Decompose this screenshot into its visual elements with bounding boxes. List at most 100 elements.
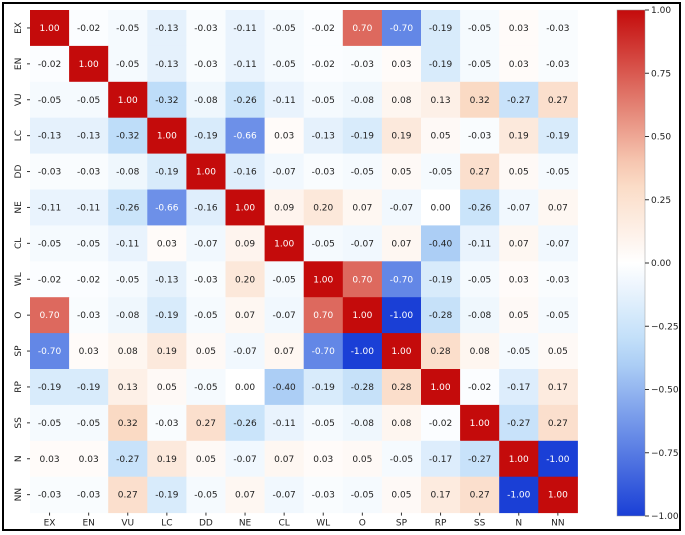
cell-value-label: 1.00	[196, 168, 216, 178]
heatmap-cell-CL-DD	[186, 225, 226, 262]
cell-value-label: -0.05	[116, 275, 139, 285]
cell-value-label: 0.19	[391, 132, 411, 142]
cell-value-label: 0.07	[548, 203, 568, 213]
cell-value-label: -0.11	[38, 203, 61, 213]
heatmap-cell-RP-WL	[303, 369, 344, 406]
cell-value-label: -0.03	[546, 24, 569, 34]
y-tick-label-SS: SS	[14, 417, 24, 429]
heatmap-cell-NE-LC	[147, 189, 187, 226]
heatmap-cell-LC-VU	[108, 117, 148, 155]
heatmap-cell-NE-NE	[225, 189, 266, 226]
cell-value-label: -0.02	[38, 60, 61, 70]
cell-value-label: 0.05	[509, 168, 529, 178]
y-tick-label-LC: LC	[14, 130, 24, 141]
cell-value-label: -0.13	[312, 132, 335, 142]
heatmap-cell-EN-WL	[303, 45, 344, 83]
cell-value-label: -0.08	[194, 96, 218, 106]
x-tick-label-VU: VU	[121, 519, 134, 529]
cell-value-label: -0.32	[155, 96, 178, 106]
cell-value-label: 0.13	[118, 383, 138, 393]
cell-value-label: -0.19	[155, 491, 179, 501]
heatmap-cell-LC-EN	[69, 117, 109, 155]
heatmap-cell-RP-NE	[225, 369, 266, 406]
cell-value-label: -0.13	[77, 132, 100, 142]
cell-value-label: 0.07	[274, 347, 294, 357]
x-tick-label-CL: CL	[278, 519, 289, 529]
y-tick-label-O: O	[14, 312, 24, 319]
heatmap-cell-VU-NE	[225, 81, 266, 119]
heatmap-cell-NN-DD	[186, 476, 226, 514]
cell-value-label: -0.05	[468, 60, 491, 70]
colorbar-tick-label: 0.75	[651, 69, 671, 79]
heatmap-cell-DD-NN	[538, 153, 578, 190]
heatmap-cell-SP-LC	[147, 333, 187, 370]
cell-value-label: -0.03	[312, 168, 335, 178]
cell-value-label: -0.05	[194, 491, 217, 501]
cell-value-label: 0.07	[352, 203, 372, 213]
heatmap-cell-VU-N	[499, 81, 539, 119]
heatmap-cell-NN-RP	[421, 476, 461, 514]
cell-value-label: 0.03	[509, 60, 529, 70]
cell-value-label: 0.07	[274, 455, 294, 465]
heatmap-cell-NE-EX	[30, 189, 70, 226]
heatmap-cell-NE-WL	[303, 189, 344, 226]
cell-value-label: -0.26	[468, 203, 492, 213]
heatmap-cell-SS-O	[342, 404, 383, 442]
cell-value-label: 0.05	[352, 455, 372, 465]
heatmap-cell-EX-SP	[381, 10, 422, 47]
colorbar-tick-label: 1.00	[651, 6, 671, 16]
heatmap-cell-WL-SS	[460, 261, 500, 298]
cell-value-label: 1.00	[157, 132, 177, 142]
x-tick-label-NE: NE	[239, 519, 252, 529]
cell-value-label: -0.05	[468, 275, 491, 285]
heatmap-cell-O-LC	[147, 297, 187, 334]
cell-value-label: 0.07	[235, 491, 255, 501]
cell-value-label: -0.17	[429, 455, 452, 465]
x-tick-label-EX: EX	[44, 519, 56, 529]
cell-value-label: -0.05	[351, 491, 374, 501]
cell-value-label: -0.05	[312, 419, 335, 429]
cell-value-label: -0.40	[273, 383, 297, 393]
heatmap-cell-RP-LC	[147, 369, 187, 406]
heatmap-cell-WL-DD	[186, 261, 226, 298]
cell-value-label: 0.19	[157, 347, 177, 357]
cell-value-label: -0.13	[155, 60, 178, 70]
cell-value-label: 1.00	[391, 347, 411, 357]
cell-value-label: 0.28	[431, 347, 451, 357]
cell-value-label: -0.08	[468, 311, 492, 321]
heatmap-cell-VU-LC	[147, 81, 187, 119]
y-tick-label-NE: NE	[14, 201, 24, 214]
heatmap-cell-NE-DD	[186, 189, 226, 226]
heatmap-cell-LC-N	[499, 117, 539, 155]
cell-value-label: -0.07	[546, 239, 569, 249]
y-tick-label-VU: VU	[14, 93, 24, 106]
colorbar-tick-label: −0.25	[651, 322, 679, 332]
heatmap-cell-EN-EX	[30, 45, 70, 83]
heatmap-cell-O-EN	[69, 297, 109, 334]
cell-value-label: -0.27	[468, 455, 491, 465]
heatmap-cell-NN-N	[499, 476, 539, 514]
cell-value-label: -0.19	[351, 132, 375, 142]
heatmap-cell-N-SS	[460, 440, 500, 478]
y-tick-label-NN: NN	[14, 488, 24, 501]
cell-value-label: -0.08	[351, 419, 375, 429]
x-tick-label-N: N	[515, 519, 522, 529]
colorbar	[616, 9, 646, 517]
heatmap-cell-SS-CL	[264, 404, 305, 442]
cell-value-label: -0.11	[233, 24, 256, 34]
heatmap-cell-WL-CL	[264, 261, 305, 298]
cell-value-label: 0.03	[79, 455, 99, 465]
cell-value-label: -0.40	[429, 239, 453, 249]
cell-value-label: -0.03	[194, 24, 217, 34]
cell-value-label: 0.03	[79, 347, 99, 357]
heatmap-cell-NE-SS	[460, 189, 500, 226]
cell-value-label: -0.05	[390, 455, 413, 465]
cell-value-label: -0.66	[233, 132, 257, 142]
heatmap-cell-NN-O	[342, 476, 383, 514]
cell-value-label: -1.00	[507, 491, 531, 501]
heatmap-cell-DD-VU	[108, 153, 148, 190]
cell-value-label: -0.11	[468, 239, 491, 249]
heatmap-cell-WL-EX	[30, 261, 70, 298]
heatmap-cell-NE-NN	[538, 189, 578, 226]
cell-value-label: 0.05	[157, 383, 177, 393]
